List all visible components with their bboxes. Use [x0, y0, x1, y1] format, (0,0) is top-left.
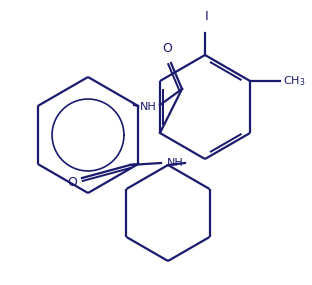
Text: O: O: [162, 42, 172, 55]
Text: CH$_3$: CH$_3$: [283, 74, 305, 88]
Text: O: O: [67, 176, 77, 188]
Text: I: I: [205, 10, 209, 23]
Text: NH: NH: [167, 158, 183, 168]
Text: NH: NH: [140, 102, 156, 112]
